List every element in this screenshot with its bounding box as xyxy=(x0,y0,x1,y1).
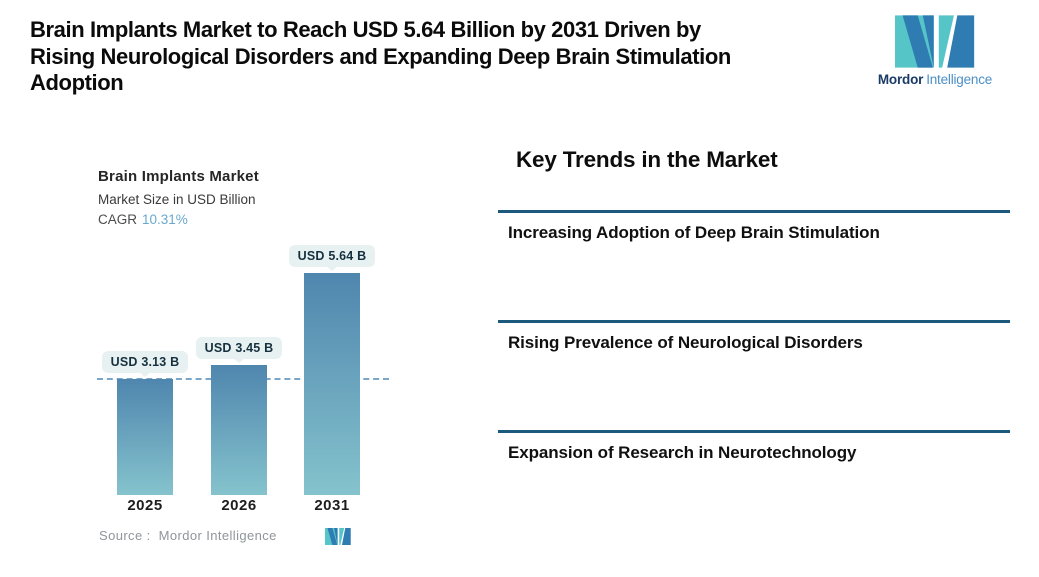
bar-2025 xyxy=(117,379,173,495)
brand-wordmark: Mordor Intelligence xyxy=(875,72,995,87)
bar-chart-plot: USD 3.13 B USD 3.45 B USD 5.64 B xyxy=(97,245,389,495)
cagr-value: 10.31% xyxy=(142,212,188,227)
key-trends-heading: Key Trends in the Market xyxy=(516,147,778,172)
bar-group-2025: USD 3.13 B xyxy=(101,245,189,495)
x-label-2031: 2031 xyxy=(314,497,350,514)
brand-logo: Mordor Intelligence xyxy=(875,15,995,87)
x-label-2025: 2025 xyxy=(127,497,163,514)
page-title-line-3: Adoption xyxy=(30,70,124,95)
bar-group-2031: USD 5.64 B xyxy=(288,245,376,495)
badge-pointer xyxy=(139,372,151,377)
trend-item-dbs-adoption: Increasing Adoption of Deep Brain Stimul… xyxy=(498,210,1010,320)
bar-group-2026: USD 3.45 B xyxy=(195,245,283,495)
badge-pointer xyxy=(233,358,245,363)
trend-list: Increasing Adoption of Deep Brain Stimul… xyxy=(498,210,1010,540)
chart-header: Brain Implants Market Market Size in USD… xyxy=(98,168,259,227)
source-value: Mordor Intelligence xyxy=(158,528,277,543)
page-title-line-2: Rising Neurological Disorders and Expand… xyxy=(30,43,731,69)
badge-pointer xyxy=(326,266,338,271)
trend-item-neurological-disorders: Rising Prevalence of Neurological Disord… xyxy=(498,320,1010,430)
value-badge-2031: USD 5.64 B xyxy=(288,245,376,267)
value-badge-2025: USD 3.13 B xyxy=(101,351,189,373)
mordor-intelligence-logo-icon xyxy=(895,15,975,68)
bar-2031 xyxy=(304,273,360,495)
trend-item-neurotechnology-research: Expansion of Research in Neurotechnology xyxy=(498,430,1010,540)
chart-title: Brain Implants Market xyxy=(98,168,259,185)
source-label: Source : xyxy=(99,528,151,543)
chart-source: Source : Mordor Intelligence xyxy=(99,528,277,543)
page-title-line-1: Brain Implants Market to Reach USD 5.64 … xyxy=(30,17,701,42)
page-title: Brain Implants Market to Reach USD 5.64 … xyxy=(30,17,731,97)
key-trends-section: Key Trends in the Market Increasing Adop… xyxy=(498,147,1010,547)
brand-name-light: Intelligence xyxy=(926,72,993,87)
chart-subtitle: Market Size in USD Billion xyxy=(98,192,256,207)
mordor-intelligence-mini-logo-icon xyxy=(325,528,351,545)
x-label-2026: 2026 xyxy=(221,497,257,514)
value-badge-2026: USD 3.45 B xyxy=(195,337,283,359)
cagr-label: CAGR xyxy=(98,212,138,227)
brand-name-bold: Mordor xyxy=(877,72,924,87)
bar-2026 xyxy=(211,365,267,495)
chart-cagr: CAGR 10.31% xyxy=(98,212,259,227)
